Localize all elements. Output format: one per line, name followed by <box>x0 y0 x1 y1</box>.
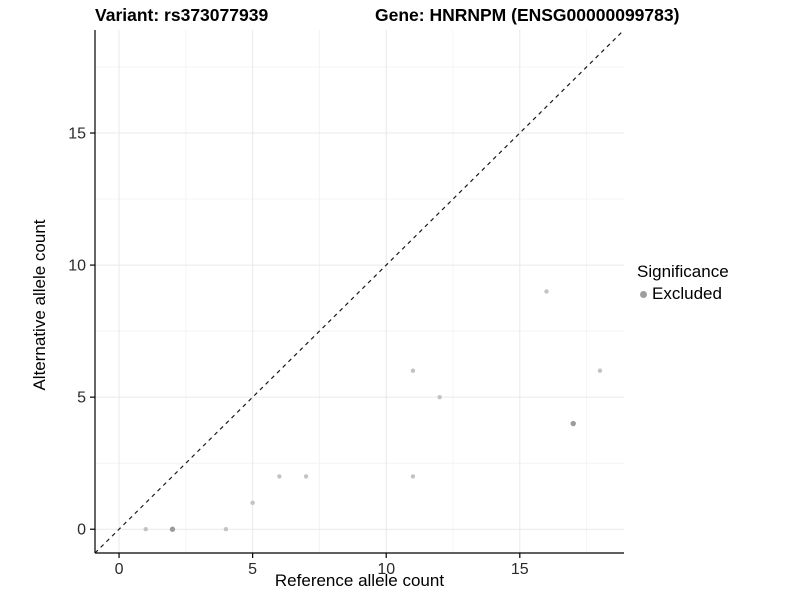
data-point <box>597 368 603 373</box>
plot-title-gene: Gene: HNRNPM (ENSG00000099783) <box>375 5 680 25</box>
legend: Significance Excluded <box>637 261 729 305</box>
data-point <box>250 500 255 506</box>
data-point <box>169 526 176 532</box>
legend-item-excluded: Excluded <box>637 283 729 305</box>
x-tick-label: 10 <box>377 561 395 578</box>
y-tick-label: 15 <box>68 126 86 143</box>
data-point <box>143 527 148 532</box>
data-point <box>570 420 576 427</box>
legend-title: Significance <box>637 262 729 281</box>
data-point <box>223 527 229 532</box>
data-point <box>303 474 309 479</box>
x-tick-label: 15 <box>511 561 529 578</box>
x-tick-label: 5 <box>248 561 257 578</box>
legend-item-label: Excluded <box>652 284 722 303</box>
data-point <box>410 368 416 373</box>
identity-line <box>94 29 625 554</box>
data-point <box>437 394 442 400</box>
plot-title-variant: Variant: rs373077939 <box>95 5 269 25</box>
x-axis-title: Reference allele count <box>274 571 445 590</box>
excluded-marker-icon <box>640 290 647 298</box>
x-tick-label: 0 <box>115 561 124 578</box>
y-tick-label: 0 <box>77 522 86 539</box>
data-point <box>410 474 416 479</box>
data-point <box>277 474 282 479</box>
data-point <box>544 289 549 294</box>
y-axis-title: Alternative allele count <box>30 219 49 391</box>
y-tick-label: 10 <box>68 258 86 275</box>
y-tick-label: 5 <box>77 390 86 407</box>
